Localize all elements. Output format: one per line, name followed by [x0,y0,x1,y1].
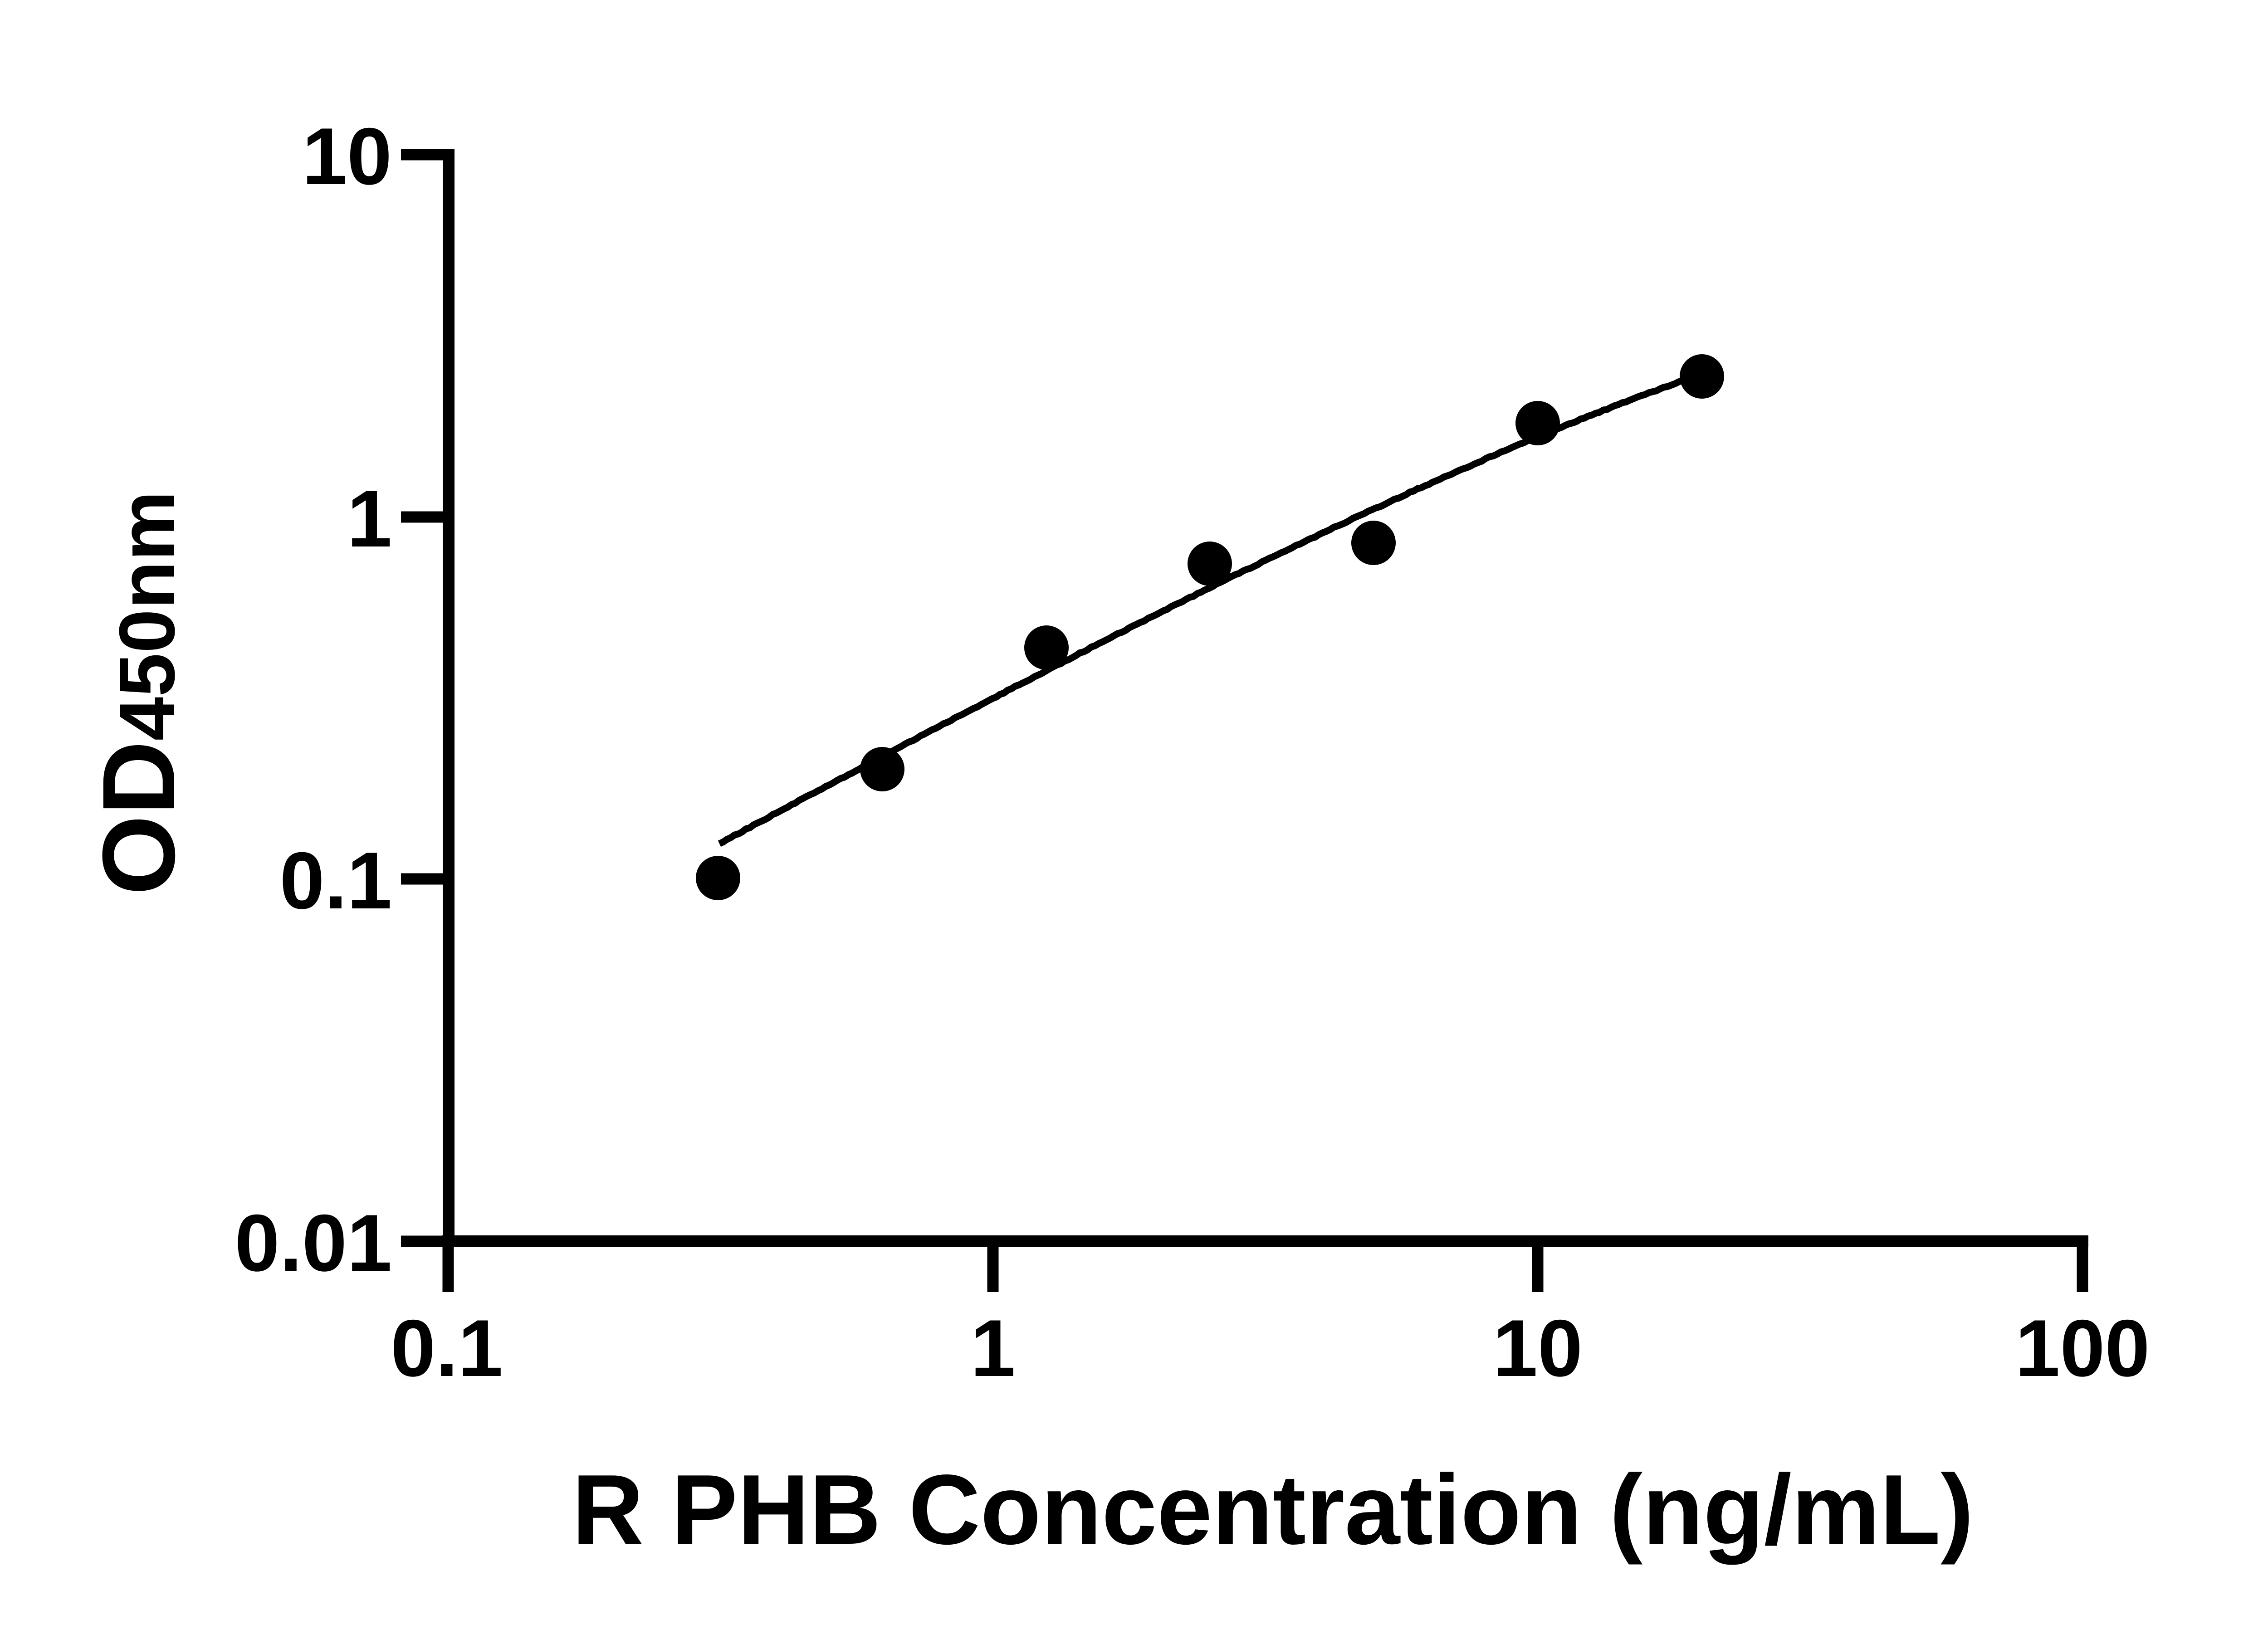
svg-text:0.1: 0.1 [280,835,392,926]
svg-text:10: 10 [1493,1303,1583,1393]
svg-text:0.01: 0.01 [235,1198,392,1288]
svg-text:R PHB Concentration (ng/mL): R PHB Concentration (ng/mL) [572,1454,1974,1565]
svg-text:1: 1 [347,473,392,564]
svg-text:0.1: 0.1 [391,1303,503,1393]
svg-text:1: 1 [971,1303,1016,1393]
svg-text:10: 10 [302,111,392,201]
svg-text:100: 100 [2015,1303,2150,1393]
